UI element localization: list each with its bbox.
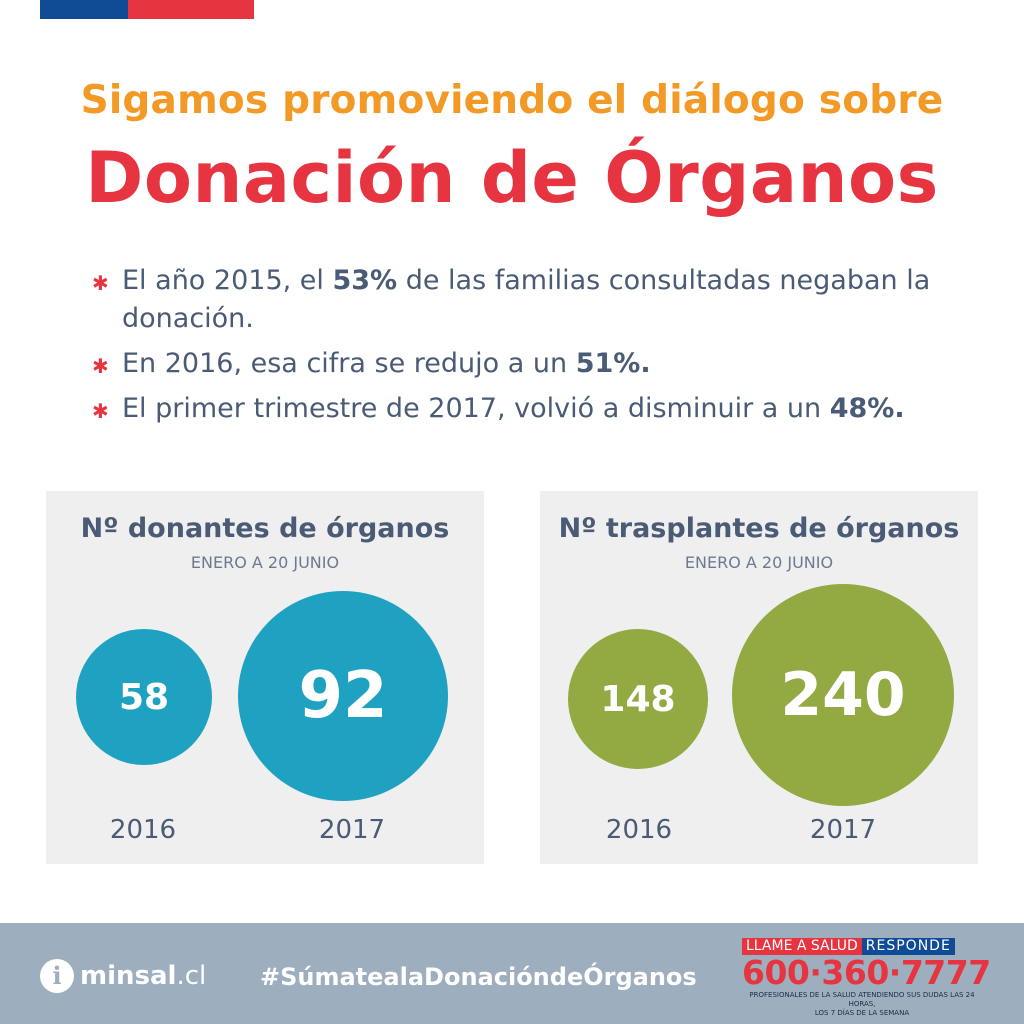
donors-2017-year: 2017 xyxy=(318,815,386,845)
flag-stripe-red xyxy=(128,0,254,19)
transplants-2016-year: 2016 xyxy=(605,815,673,845)
panel-subtitle: ENERO A 20 JUNIO xyxy=(190,553,340,572)
donors-2016-year: 2016 xyxy=(109,815,177,845)
bullet-text: de las familias consultadas negaban la d… xyxy=(122,265,931,334)
call-label-blue: RESPONDE xyxy=(861,938,955,955)
bullet-item: ✱ En 2016, esa cifra se redujo a un 51%. xyxy=(92,345,972,383)
minsal-link[interactable]: minsal.cl xyxy=(80,961,206,991)
donors-2017-value: 92 xyxy=(298,659,388,733)
call-label-red: LLAME A SALUD xyxy=(742,938,862,955)
call-note-line2: LOS 7 DÍAS DE LA SEMANA xyxy=(814,1009,910,1017)
bullet-text: El año 2015, el xyxy=(122,265,333,296)
bullet-highlight: 53% xyxy=(332,265,398,296)
bullet-list: ✱ El año 2015, el 53% de las familias co… xyxy=(92,262,972,435)
transplants-panel: Nº trasplantes de órganos ENERO A 20 JUN… xyxy=(540,491,978,864)
donors-panel: Nº donantes de órganos ENERO A 20 JUNIO … xyxy=(46,491,484,864)
info-icon: i xyxy=(40,959,74,993)
asterisk-icon: ✱ xyxy=(92,399,109,423)
donors-2016-circle: 58 xyxy=(76,629,212,765)
footer-bar: i minsal.cl #SúmatealaDonacióndeÓrganos … xyxy=(0,923,1024,1024)
bullet-highlight: 51%. xyxy=(575,348,651,379)
call-label: LLAME A SALUD RESPONDE xyxy=(742,938,982,955)
brand-domain: .cl xyxy=(176,961,207,991)
salud-responde-callout: LLAME A SALUD RESPONDE 600·360·7777 PROFE… xyxy=(742,938,991,1018)
transplants-2017-circle: 240 xyxy=(732,584,954,806)
asterisk-icon: ✱ xyxy=(92,271,109,295)
transplants-2016-value: 148 xyxy=(600,678,676,720)
flag-stripe-blue xyxy=(40,0,128,19)
page-subtitle: Sigamos promoviendo el diálogo sobre xyxy=(80,78,944,123)
bullet-text: En 2016, esa cifra se redujo a un xyxy=(122,348,576,379)
bullet-highlight: 48%. xyxy=(829,393,905,424)
phone-number[interactable]: 600·360·7777 xyxy=(742,953,991,992)
donors-2016-value: 58 xyxy=(118,676,170,718)
transplants-2017-value: 240 xyxy=(780,660,906,730)
bullet-item: ✱ El primer trimestre de 2017, volvió a … xyxy=(92,390,972,428)
campaign-hashtag: #SúmatealaDonacióndeÓrganos xyxy=(260,963,697,991)
brand-name: minsal xyxy=(80,961,177,991)
donors-2017-circle: 92 xyxy=(238,591,448,801)
bullet-text: El primer trimestre de 2017, volvió a di… xyxy=(122,393,830,424)
panel-subtitle: ENERO A 20 JUNIO xyxy=(684,553,834,572)
panel-title: Nº trasplantes de órganos xyxy=(558,513,960,544)
transplants-2017-year: 2017 xyxy=(809,815,877,845)
bullet-item: ✱ El año 2015, el 53% de las familias co… xyxy=(92,262,972,338)
panel-title: Nº donantes de órganos xyxy=(80,513,450,544)
transplants-2016-circle: 148 xyxy=(568,629,708,769)
asterisk-icon: ✱ xyxy=(92,354,109,378)
call-note-line1: PROFESIONALES DE LA SALUD ATENDIENDO SUS… xyxy=(749,991,975,1008)
page-title: Donación de Órganos xyxy=(85,137,939,219)
